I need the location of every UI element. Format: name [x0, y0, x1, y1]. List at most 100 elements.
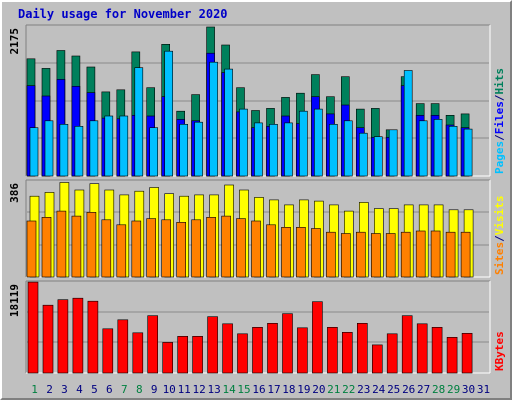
bar-pages: [269, 124, 278, 177]
x-tick-label: 3: [61, 383, 68, 396]
bar-kbytes: [147, 315, 158, 374]
x-tick-label: 14: [222, 383, 236, 396]
bar-sites: [370, 233, 381, 278]
bar-kbytes: [207, 316, 218, 374]
y-max-label: 386: [8, 183, 21, 203]
bar-kbytes: [386, 333, 398, 374]
x-tick-label: 9: [151, 383, 158, 396]
bar-pages: [388, 129, 398, 177]
bar-sites: [161, 219, 171, 278]
x-tick-label: 2: [46, 383, 53, 396]
bar-kbytes: [267, 322, 278, 374]
bar-kbytes: [282, 313, 293, 374]
bar-kbytes: [431, 326, 443, 374]
legend-visits-sites: Sites/Visits: [493, 196, 506, 276]
x-tick-label: 17: [267, 383, 280, 396]
bar-kbytes: [371, 344, 383, 374]
bar-pages: [74, 126, 84, 177]
chart-bars: [26, 26, 474, 374]
bar-pages: [209, 61, 218, 177]
bar-kbytes: [117, 319, 129, 374]
bar-pages: [194, 121, 203, 177]
bar-pages: [179, 124, 188, 177]
bar-kbytes: [87, 300, 99, 374]
bar-kbytes: [42, 304, 54, 374]
x-tick-label: 23: [357, 383, 370, 396]
bar-pages: [29, 127, 39, 177]
bar-kbytes: [132, 332, 144, 374]
bar-kbytes: [416, 323, 428, 374]
legend-entry: Pages: [493, 141, 506, 174]
legend-entry: Visits: [493, 196, 506, 236]
bar-pages: [373, 136, 383, 177]
x-tick-label: 31: [477, 383, 490, 396]
bar-kbytes: [446, 336, 458, 374]
bar-pages: [329, 124, 338, 177]
bar-pages: [463, 128, 473, 177]
bar-sites: [296, 227, 306, 278]
bar-kbytes: [192, 335, 203, 374]
x-tick-label: 4: [76, 383, 83, 396]
bar-pages: [59, 124, 69, 177]
bar-pages: [164, 50, 173, 177]
legend-entry: Sites: [493, 242, 506, 275]
bar-kbytes: [27, 281, 39, 374]
x-tick-label: 12: [192, 383, 205, 396]
chart-title: Daily usage for November 2020: [18, 7, 228, 21]
x-tick-label: 30: [462, 383, 475, 396]
bar-sites: [101, 219, 112, 278]
x-tick-label: 26: [402, 383, 415, 396]
x-tick-label: 28: [432, 383, 445, 396]
bar-sites: [266, 224, 276, 278]
bar-kbytes: [162, 342, 173, 374]
bar-sites: [86, 212, 97, 278]
bar-sites: [116, 224, 127, 278]
x-tick-label: 13: [207, 383, 220, 396]
bar-pages: [433, 119, 443, 177]
bar-sites: [400, 231, 411, 278]
legend-entry: /: [493, 94, 506, 101]
bar-pages: [119, 115, 129, 177]
x-tick-label: 29: [447, 383, 460, 396]
bar-pages: [343, 120, 353, 177]
x-tick-label: 10: [163, 383, 176, 396]
bar-kbytes: [252, 326, 263, 374]
x-tick-label: 16: [252, 383, 265, 396]
legend-entry: KBytes: [493, 331, 506, 371]
bar-sites: [445, 231, 456, 278]
bar-sites: [221, 215, 231, 278]
x-tick-label: 5: [91, 383, 98, 396]
bar-pages: [239, 108, 248, 177]
bar-pages: [44, 120, 54, 177]
legend-entry: Hits: [493, 68, 506, 95]
bar-sites: [251, 220, 261, 278]
bar-pages: [254, 122, 263, 177]
x-tick-label: 24: [372, 383, 386, 396]
x-tick-label: 20: [312, 383, 325, 396]
bar-kbytes: [327, 326, 338, 374]
bar-sites: [311, 228, 321, 278]
x-tick-label: 22: [342, 383, 355, 396]
bar-pages: [104, 115, 114, 177]
x-tick-label: 18: [282, 383, 295, 396]
bar-pages: [149, 127, 158, 177]
legend-entry: Files: [493, 101, 506, 134]
x-tick-label: 6: [106, 383, 113, 396]
bar-pages: [418, 120, 428, 177]
legend-hits-files-pages: Pages/Files/Hits: [493, 68, 506, 174]
bar-sites: [340, 233, 351, 278]
bar-pages: [403, 70, 413, 177]
bar-kbytes: [72, 297, 84, 374]
bar-sites: [430, 230, 441, 278]
x-tick-label: 11: [178, 383, 191, 396]
x-tick-label: 7: [121, 383, 128, 396]
bar-sites: [281, 227, 291, 278]
bar-pages: [134, 67, 144, 177]
bar-kbytes: [461, 332, 473, 374]
bar-kbytes: [297, 327, 308, 374]
legend-entry: /: [493, 134, 506, 141]
bar-sites: [131, 220, 142, 278]
bar-sites: [355, 231, 366, 278]
bar-sites: [41, 217, 52, 278]
